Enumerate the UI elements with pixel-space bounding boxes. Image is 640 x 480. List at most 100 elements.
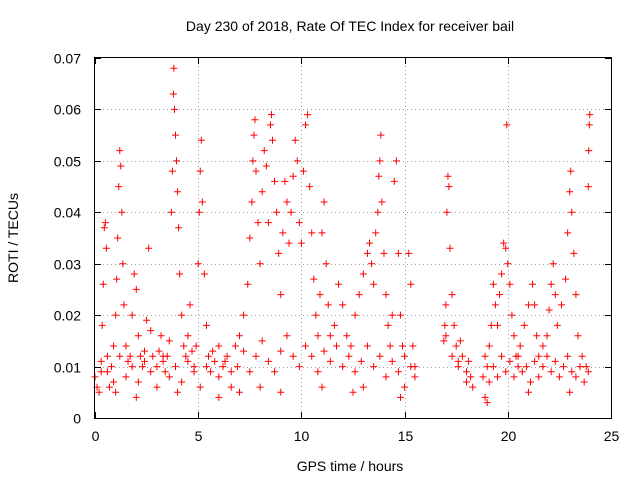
data-point xyxy=(302,121,310,129)
data-point xyxy=(485,342,493,350)
data-point xyxy=(392,157,400,165)
data-point xyxy=(246,234,254,242)
data-point xyxy=(529,280,537,288)
data-point xyxy=(254,219,262,227)
data-point xyxy=(97,368,105,376)
data-point xyxy=(200,270,208,278)
data-point xyxy=(380,249,388,257)
grid-lines xyxy=(95,58,611,418)
data-point xyxy=(308,229,316,237)
data-point xyxy=(531,357,539,365)
data-point xyxy=(277,291,285,299)
data-point xyxy=(390,177,398,185)
data-point xyxy=(190,368,198,376)
data-point xyxy=(545,306,553,314)
data-point xyxy=(584,183,592,191)
data-point xyxy=(386,342,394,350)
y-tick-label: 0.01 xyxy=(54,360,81,376)
data-point xyxy=(568,208,576,216)
data-point xyxy=(527,378,535,386)
data-point xyxy=(171,131,179,139)
data-point xyxy=(271,177,279,185)
data-point xyxy=(99,280,107,288)
data-point xyxy=(141,347,149,355)
data-point xyxy=(289,172,297,180)
data-point xyxy=(174,188,182,196)
y-tick-label: 0.02 xyxy=(54,308,81,324)
data-point xyxy=(359,383,367,391)
data-point xyxy=(219,363,227,371)
data-point xyxy=(295,363,303,371)
data-point xyxy=(516,342,524,350)
data-point xyxy=(366,239,374,247)
data-point xyxy=(578,352,586,360)
data-point xyxy=(95,388,103,396)
data-point xyxy=(116,352,124,360)
data-point xyxy=(326,332,334,340)
data-point xyxy=(535,373,543,381)
data-point xyxy=(248,198,256,206)
data-point xyxy=(202,321,210,329)
data-point xyxy=(349,388,357,396)
data-point xyxy=(396,311,404,319)
data-point xyxy=(215,393,223,401)
data-point xyxy=(277,388,285,396)
data-point xyxy=(510,332,518,340)
data-point xyxy=(463,368,471,376)
data-point xyxy=(258,188,266,196)
data-point xyxy=(175,224,183,232)
data-point xyxy=(320,198,328,206)
data-point xyxy=(584,368,592,376)
data-point xyxy=(308,352,316,360)
x-tick-label: 10 xyxy=(294,428,310,444)
data-point xyxy=(481,352,489,360)
data-point xyxy=(132,393,140,401)
data-point xyxy=(283,332,291,340)
data-point xyxy=(508,311,516,319)
data-point xyxy=(194,260,202,268)
data-point xyxy=(266,121,274,129)
data-point xyxy=(572,373,580,381)
data-point xyxy=(110,378,118,386)
data-point xyxy=(489,363,497,371)
data-point xyxy=(235,388,243,396)
data-point xyxy=(377,131,385,139)
data-point xyxy=(287,208,295,216)
data-point xyxy=(98,321,106,329)
data-point xyxy=(568,368,576,376)
data-point xyxy=(105,383,113,391)
data-point xyxy=(143,316,151,324)
data-point xyxy=(483,399,491,407)
data-point xyxy=(553,321,561,329)
data-point xyxy=(564,229,572,237)
data-point xyxy=(195,208,203,216)
data-point xyxy=(176,270,184,278)
data-point xyxy=(564,352,572,360)
data-point xyxy=(359,270,367,278)
data-point xyxy=(347,342,355,350)
data-point xyxy=(574,332,582,340)
data-point xyxy=(174,388,182,396)
data-point xyxy=(264,219,272,227)
data-point xyxy=(291,136,299,144)
data-point xyxy=(318,383,326,391)
data-point xyxy=(312,311,320,319)
data-point xyxy=(411,373,419,381)
data-point xyxy=(157,332,165,340)
data-point xyxy=(97,357,105,365)
data-point xyxy=(184,357,192,365)
data-point xyxy=(249,157,257,165)
data-point xyxy=(192,342,200,350)
data-point xyxy=(520,321,528,329)
data-points xyxy=(91,64,594,407)
data-point xyxy=(557,301,565,309)
data-point xyxy=(161,368,169,376)
data-point xyxy=(363,249,371,257)
data-point xyxy=(122,342,130,350)
data-point xyxy=(165,373,173,381)
data-point xyxy=(384,321,392,329)
data-point xyxy=(235,332,243,340)
x-tick-label: 20 xyxy=(501,428,517,444)
x-tick-labels: 0 5 10 15 20 25 xyxy=(92,428,620,444)
